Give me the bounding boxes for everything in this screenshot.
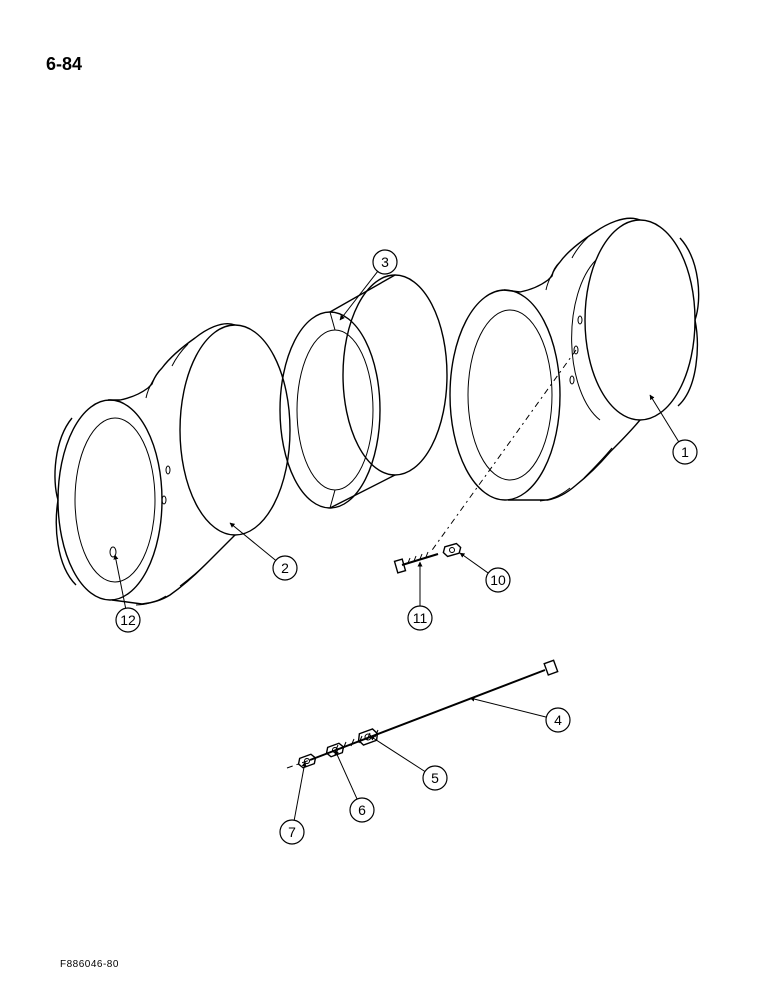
part-outer-rim bbox=[55, 324, 290, 605]
callout-label-12: 12 bbox=[120, 612, 136, 628]
callout-leader-7 bbox=[294, 762, 305, 820]
callout-label-7: 7 bbox=[288, 824, 296, 840]
callout-label-11: 11 bbox=[413, 610, 428, 626]
callouts-layer: 1234567101112 bbox=[115, 250, 697, 844]
callout-label-4: 4 bbox=[554, 712, 562, 728]
callout-leader-4 bbox=[470, 698, 546, 717]
page-root: 6-84 F886046-80 bbox=[0, 0, 772, 1000]
callout-label-5: 5 bbox=[431, 770, 439, 786]
part-inner-rim bbox=[450, 218, 699, 501]
callout-label-2: 2 bbox=[281, 560, 289, 576]
diagram-svg: 1234567101112 bbox=[0, 0, 772, 1000]
part-spacer-ring bbox=[280, 275, 447, 508]
callout-label-3: 3 bbox=[381, 254, 389, 270]
part-long-bolt-assy bbox=[287, 660, 558, 768]
callout-leader-5 bbox=[370, 736, 425, 771]
callout-label-6: 6 bbox=[358, 802, 366, 818]
callout-label-1: 1 bbox=[681, 444, 689, 460]
callout-leader-6 bbox=[335, 750, 357, 799]
callout-leader-3 bbox=[340, 271, 378, 320]
callout-label-10: 10 bbox=[490, 572, 506, 588]
callout-leader-10 bbox=[460, 553, 488, 573]
callout-leader-1 bbox=[650, 395, 679, 442]
